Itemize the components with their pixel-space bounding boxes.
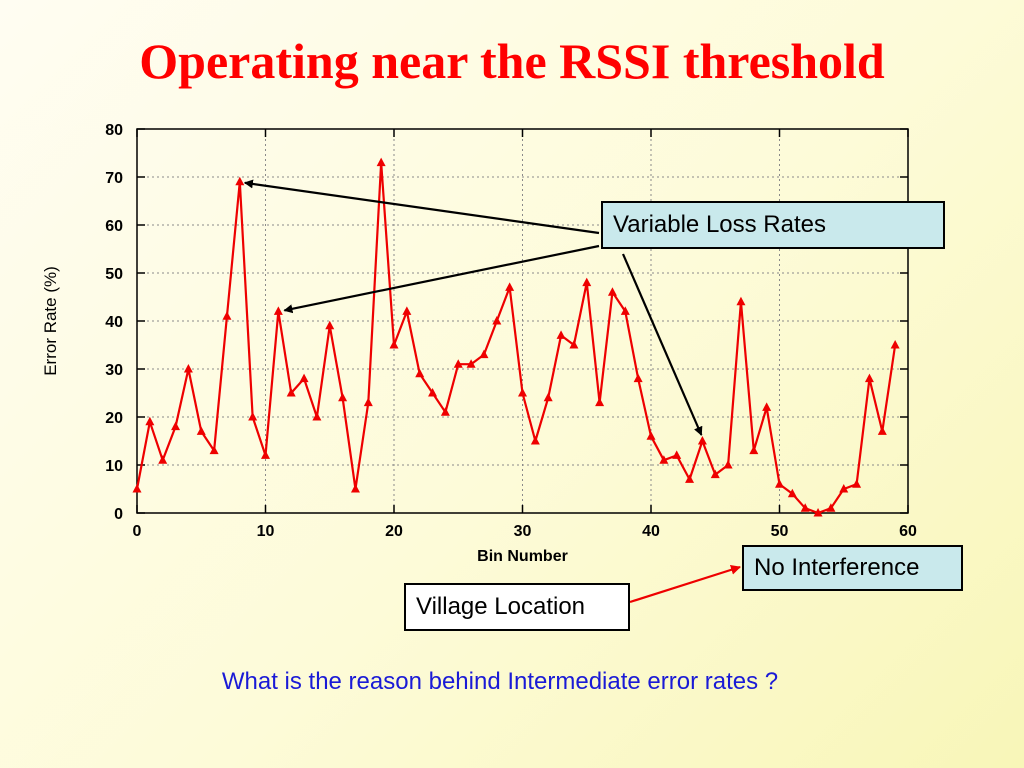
data-point xyxy=(607,287,617,296)
y-tick-label: 60 xyxy=(105,218,123,235)
data-point xyxy=(402,306,412,315)
data-point xyxy=(736,296,746,306)
data-point xyxy=(826,503,836,512)
data-point xyxy=(209,445,219,455)
x-tick-label: 30 xyxy=(514,523,532,540)
annotation-arrows xyxy=(243,179,741,604)
data-point xyxy=(132,484,142,493)
data-point xyxy=(299,373,309,383)
x-tick-label: 0 xyxy=(133,523,142,540)
arrow-village-to-no-interference xyxy=(629,564,741,604)
callout-variable-loss-rates: Variable Loss Rates xyxy=(601,201,945,249)
y-tick-label: 30 xyxy=(105,362,123,379)
data-point xyxy=(235,176,245,186)
arrow-to-peak-bin-8 xyxy=(243,179,600,235)
y-tick-label: 10 xyxy=(105,458,123,475)
data-point xyxy=(556,330,566,339)
data-point xyxy=(248,412,258,421)
y-tick-label: 0 xyxy=(114,506,123,523)
arrow-to-bin-44 xyxy=(621,253,703,436)
x-tick-label: 20 xyxy=(385,523,403,540)
y-tick-label: 70 xyxy=(105,170,123,187)
x-tick-label: 50 xyxy=(771,523,789,540)
data-point xyxy=(376,157,386,167)
data-point xyxy=(582,277,592,287)
data-point xyxy=(852,479,862,488)
data-point xyxy=(325,320,335,330)
question-text: What is the reason behind Intermediate e… xyxy=(221,668,779,695)
series-error-rate xyxy=(132,157,900,517)
data-point xyxy=(775,479,784,488)
data-point xyxy=(710,469,720,479)
data-point xyxy=(273,306,283,315)
data-point xyxy=(145,416,155,426)
data-point xyxy=(479,349,489,359)
data-point xyxy=(723,460,733,469)
data-point xyxy=(428,388,438,397)
data-point xyxy=(505,282,515,291)
data-point xyxy=(659,455,669,464)
grid xyxy=(137,129,908,513)
data-point xyxy=(877,426,887,435)
data-point xyxy=(453,359,463,368)
data-point xyxy=(633,373,643,383)
y-tick-label: 20 xyxy=(105,410,123,427)
data-point xyxy=(389,340,399,349)
y-tick-label: 40 xyxy=(105,314,123,331)
data-point xyxy=(697,436,707,445)
series-line xyxy=(135,161,897,515)
data-point xyxy=(685,474,695,483)
data-point xyxy=(646,431,656,440)
data-point xyxy=(350,484,360,493)
data-point xyxy=(518,388,527,397)
data-point xyxy=(415,368,425,378)
data-point xyxy=(543,392,553,402)
y-tick-label: 50 xyxy=(105,266,123,283)
data-point xyxy=(762,402,772,411)
data-point xyxy=(787,488,797,498)
data-point xyxy=(672,450,682,459)
callout-no-interference: No Interference xyxy=(742,545,963,591)
callout-village-location: Village Location xyxy=(404,583,630,631)
data-point xyxy=(749,445,759,455)
x-tick-label: 10 xyxy=(257,523,275,540)
arrow-to-peak-bin-11 xyxy=(283,244,600,314)
data-point xyxy=(839,484,849,493)
data-point xyxy=(158,455,168,464)
x-tick-label: 40 xyxy=(642,523,660,540)
data-point xyxy=(595,397,605,407)
data-point xyxy=(620,306,630,315)
callout-variable-loss-rates-label: Variable Loss Rates xyxy=(613,211,826,238)
data-point xyxy=(286,388,296,397)
data-point xyxy=(440,407,450,416)
data-point xyxy=(196,426,206,435)
data-point xyxy=(466,359,476,368)
data-point xyxy=(492,316,502,325)
data-point xyxy=(171,421,181,431)
y-tick-label: 80 xyxy=(105,122,123,139)
data-point xyxy=(569,340,579,349)
data-point xyxy=(813,508,823,517)
data-point xyxy=(222,311,232,320)
x-tick-label: 60 xyxy=(899,523,917,540)
data-point xyxy=(261,450,270,459)
callout-no-interference-label: No Interference xyxy=(754,554,920,581)
data-point xyxy=(530,436,540,445)
data-point xyxy=(363,397,373,407)
slide-title: Operating near the RSSI threshold xyxy=(139,33,885,89)
axis-ticks: 0 10 20 30 40 50 60 70 80 0 10 20 30 40 50 60 xyxy=(105,122,917,540)
data-point xyxy=(800,503,810,512)
data-point xyxy=(338,392,348,402)
data-point xyxy=(890,340,900,349)
data-point xyxy=(864,373,874,383)
callout-village-location-label: Village Location xyxy=(416,593,586,620)
data-point xyxy=(312,412,322,421)
y-axis-label: Error Rate (%) xyxy=(41,266,60,376)
data-point xyxy=(183,364,193,373)
x-axis-label: Bin Number xyxy=(477,548,568,565)
